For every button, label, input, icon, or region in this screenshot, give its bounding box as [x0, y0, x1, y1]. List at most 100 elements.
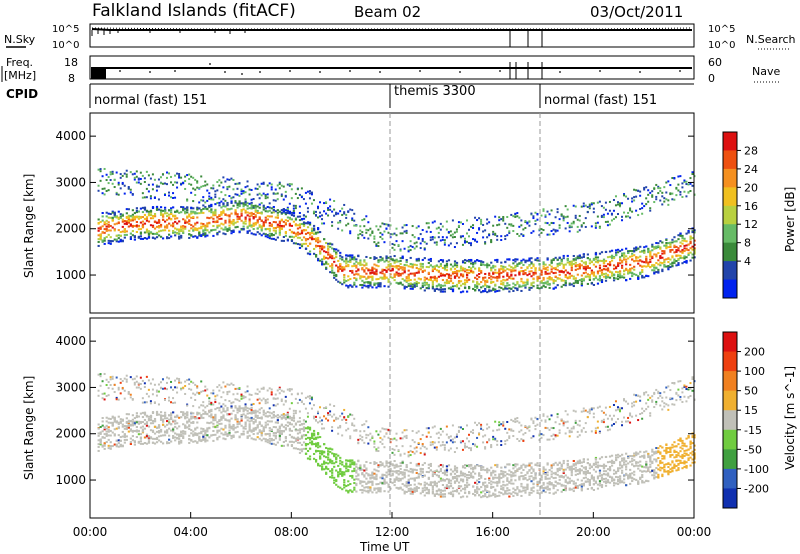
power-cell	[562, 266, 565, 269]
power-cell	[417, 259, 420, 262]
power-cell	[631, 252, 634, 255]
velocity-cell	[127, 420, 130, 423]
power-cell	[433, 266, 436, 269]
power-cell	[659, 190, 662, 193]
velocity-cell	[244, 425, 247, 428]
power-cell	[222, 186, 225, 189]
power-cell	[683, 180, 686, 183]
velocity-cell	[244, 396, 247, 399]
power-cell	[143, 177, 146, 180]
velocity-cell	[117, 386, 120, 389]
velocity-cell	[198, 391, 201, 394]
velocity-cell	[266, 401, 269, 404]
velocity-cell	[123, 389, 126, 392]
power-cell	[284, 234, 287, 237]
power-cell	[441, 284, 445, 287]
velocity-cell	[176, 422, 179, 425]
power-cell	[608, 200, 611, 203]
power-cell	[184, 225, 187, 228]
power-cell	[216, 224, 219, 227]
velocity-cell	[276, 403, 279, 406]
velocity-cell	[284, 418, 287, 421]
power-cell	[212, 224, 215, 227]
power-cell	[580, 260, 583, 263]
velocity-cell	[240, 433, 243, 436]
power-cell	[113, 223, 116, 226]
velocity-cell	[115, 398, 118, 401]
power-cell	[391, 233, 394, 236]
power-cell	[443, 281, 447, 284]
power-cell	[582, 272, 585, 275]
power-cell	[550, 209, 553, 212]
power-cell	[612, 217, 615, 220]
power-cell	[649, 191, 652, 194]
velocity-cell	[176, 433, 179, 436]
power-cell	[127, 219, 130, 222]
power-cell	[568, 230, 571, 233]
power-cell	[677, 183, 680, 186]
power-cell	[264, 216, 267, 219]
velocity-cell	[296, 436, 300, 439]
velocity-cell	[127, 422, 130, 425]
power-cell	[343, 203, 346, 206]
power-cell	[232, 230, 235, 233]
power-cell	[355, 260, 358, 263]
velocity-cell	[300, 434, 304, 437]
power-cell	[468, 259, 471, 262]
power-cell	[256, 220, 259, 223]
power-cell	[232, 222, 235, 225]
velocity-cell	[274, 393, 277, 396]
power-cell	[465, 240, 468, 243]
power-cell	[163, 229, 167, 232]
power-cell	[592, 273, 596, 276]
power-cell	[647, 200, 650, 203]
velocity-cell	[204, 438, 207, 441]
power-cell	[397, 268, 400, 271]
velocity-cell	[200, 390, 203, 393]
power-cell	[298, 205, 301, 208]
power-cell	[196, 206, 199, 209]
power-cell	[129, 224, 132, 227]
velocity-cell	[198, 417, 201, 420]
velocity-cell	[168, 377, 171, 380]
power-cell	[502, 283, 505, 286]
power-cell	[614, 204, 617, 207]
velocity-cell	[210, 401, 213, 404]
power-cell	[465, 276, 469, 279]
velocity-cell	[190, 411, 193, 414]
power-cell	[238, 182, 241, 185]
power-cell	[268, 227, 271, 230]
velocity-cell	[121, 445, 124, 448]
power-cell	[564, 269, 567, 272]
power-cell	[608, 263, 612, 266]
power-cell	[280, 218, 283, 221]
power-cell	[409, 285, 412, 288]
power-cell	[431, 281, 434, 284]
velocity-cell	[176, 386, 179, 389]
power-cell	[520, 266, 523, 269]
power-cell	[433, 241, 436, 244]
power-cell	[399, 232, 402, 235]
velocity-cell	[141, 411, 145, 414]
power-cell	[651, 257, 654, 260]
power-cell	[331, 243, 334, 246]
power-cell	[339, 254, 342, 257]
power-cell	[333, 257, 336, 260]
power-cell	[594, 275, 598, 278]
power-cell	[184, 180, 187, 183]
power-cell	[361, 231, 364, 234]
power-cell	[421, 284, 424, 287]
power-cell	[302, 236, 306, 239]
velocity-cell	[172, 397, 175, 400]
power-cell	[637, 214, 640, 217]
power-cell	[363, 236, 366, 239]
power-cell	[574, 205, 577, 208]
power-cell	[234, 226, 237, 229]
power-cell	[401, 268, 404, 271]
power-cell	[327, 247, 330, 250]
power-cell	[99, 235, 102, 238]
power-cell	[453, 260, 457, 263]
power-cell	[145, 187, 148, 190]
velocity-cell	[166, 376, 169, 379]
